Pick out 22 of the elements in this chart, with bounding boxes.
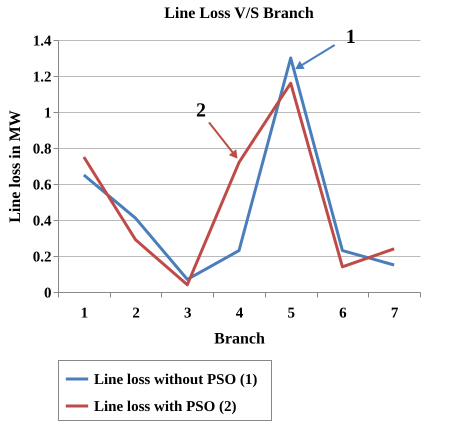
y-tick-label: 1.4 (32, 34, 52, 50)
annotation: 2 (196, 99, 206, 122)
annotation: 1 (346, 26, 356, 48)
x-tick-label: 2 (132, 306, 140, 322)
x-tick-label: 6 (339, 306, 348, 322)
x-tick-label: 4 (236, 306, 244, 322)
y-tick-label: 1.2 (32, 70, 52, 86)
legend-label: Line loss without PSO (1) (94, 372, 258, 388)
y-tick-label: 0.6 (32, 178, 52, 194)
y-tick-label: 0.8 (32, 142, 52, 158)
y-axis-title: Line loss in MW (6, 110, 24, 223)
x-tick-label: 1 (80, 306, 88, 322)
x-tick-label: 3 (184, 306, 192, 322)
x-tick-label: 7 (390, 306, 399, 322)
x-tick-label: 5 (287, 306, 295, 322)
x-axis-title: Branch (214, 330, 265, 348)
y-tick-label: 0.4 (32, 214, 52, 230)
y-tick-label: 0 (44, 286, 52, 302)
chart-title: Line Loss V/S Branch (164, 5, 314, 22)
legend-label: Line loss with PSO (2) (94, 399, 237, 415)
y-tick-label: 1 (44, 106, 52, 122)
y-tick-label: 0.2 (32, 250, 52, 266)
